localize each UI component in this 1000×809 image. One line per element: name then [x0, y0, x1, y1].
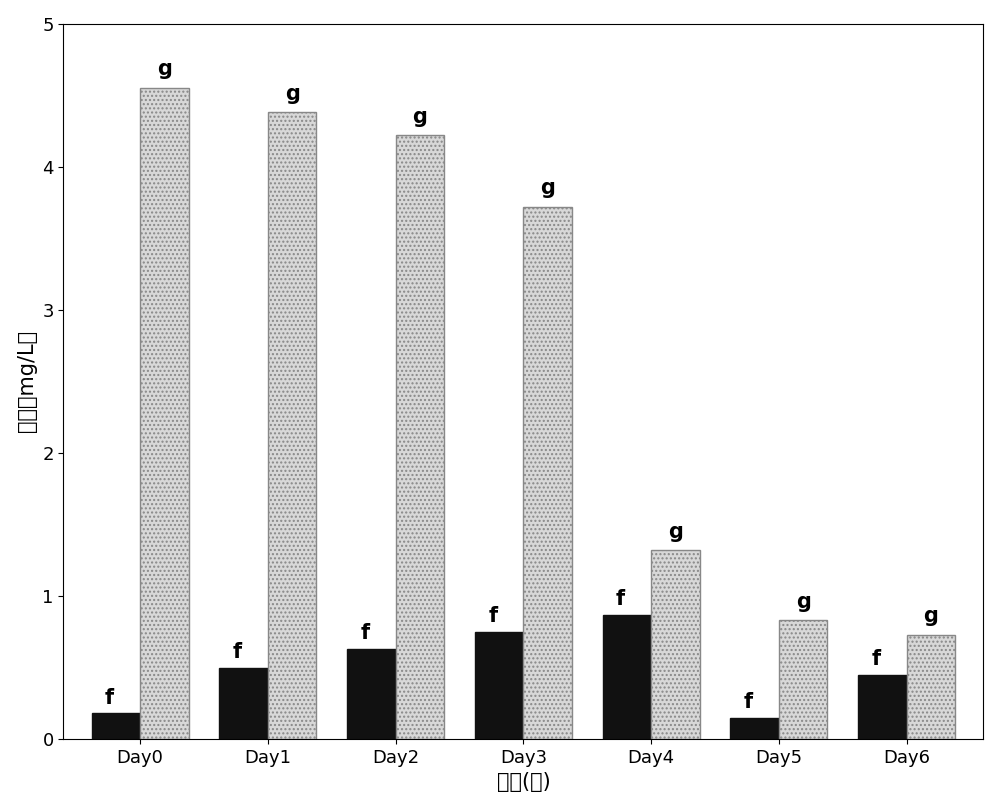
Bar: [730, 718, 779, 739]
Bar: [907, 634, 955, 739]
Text: g: g: [285, 84, 300, 104]
Text: f: f: [233, 642, 242, 662]
Bar: [651, 550, 700, 739]
Text: f: f: [744, 692, 753, 712]
Bar: [779, 621, 827, 739]
X-axis label: 时间(天): 时间(天): [497, 773, 550, 792]
Bar: [858, 675, 907, 739]
Text: f: f: [105, 688, 114, 708]
Text: g: g: [668, 522, 683, 541]
Text: f: f: [488, 606, 497, 626]
Bar: [140, 88, 189, 739]
Y-axis label: 浓度（mg/L）: 浓度（mg/L）: [17, 330, 37, 433]
Text: g: g: [157, 60, 172, 79]
Bar: [523, 207, 572, 739]
Bar: [603, 615, 651, 739]
Bar: [92, 714, 140, 739]
Bar: [219, 667, 268, 739]
Text: g: g: [924, 606, 938, 626]
Bar: [347, 649, 396, 739]
Text: f: f: [616, 589, 625, 609]
Text: g: g: [796, 591, 811, 612]
Text: f: f: [871, 649, 881, 669]
Bar: [396, 135, 444, 739]
Text: g: g: [412, 107, 427, 127]
Bar: [475, 632, 523, 739]
Text: g: g: [540, 178, 555, 198]
Bar: [268, 112, 316, 739]
Text: f: f: [360, 623, 370, 643]
